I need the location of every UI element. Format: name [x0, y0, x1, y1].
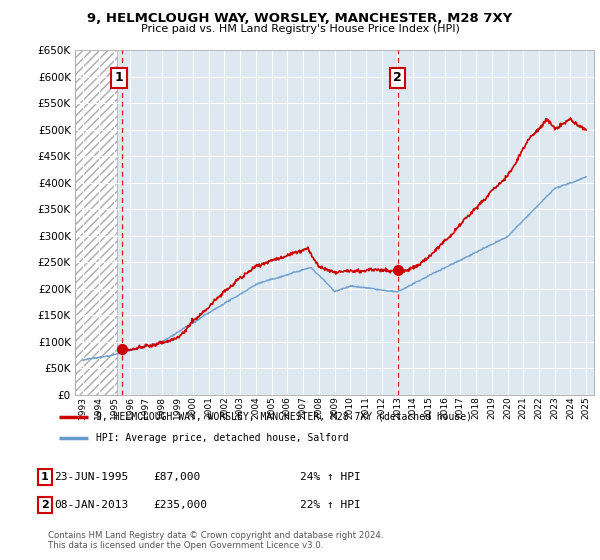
Text: 24% ↑ HPI: 24% ↑ HPI — [300, 472, 361, 482]
Text: 22% ↑ HPI: 22% ↑ HPI — [300, 500, 361, 510]
Text: HPI: Average price, detached house, Salford: HPI: Average price, detached house, Salf… — [96, 433, 349, 444]
Text: Price paid vs. HM Land Registry's House Price Index (HPI): Price paid vs. HM Land Registry's House … — [140, 24, 460, 34]
Polygon shape — [75, 50, 118, 395]
Text: 1: 1 — [41, 472, 49, 482]
Text: 2: 2 — [393, 72, 402, 85]
Text: Contains HM Land Registry data © Crown copyright and database right 2024.
This d: Contains HM Land Registry data © Crown c… — [48, 531, 383, 550]
Text: 9, HELMCLOUGH WAY, WORSLEY, MANCHESTER, M28 7XY (detached house): 9, HELMCLOUGH WAY, WORSLEY, MANCHESTER, … — [96, 412, 472, 422]
Text: 9, HELMCLOUGH WAY, WORSLEY, MANCHESTER, M28 7XY: 9, HELMCLOUGH WAY, WORSLEY, MANCHESTER, … — [88, 12, 512, 25]
Text: £235,000: £235,000 — [153, 500, 207, 510]
Text: 1: 1 — [115, 72, 124, 85]
Text: 23-JUN-1995: 23-JUN-1995 — [54, 472, 128, 482]
Text: £87,000: £87,000 — [153, 472, 200, 482]
Text: 2: 2 — [41, 500, 49, 510]
Text: 08-JAN-2013: 08-JAN-2013 — [54, 500, 128, 510]
